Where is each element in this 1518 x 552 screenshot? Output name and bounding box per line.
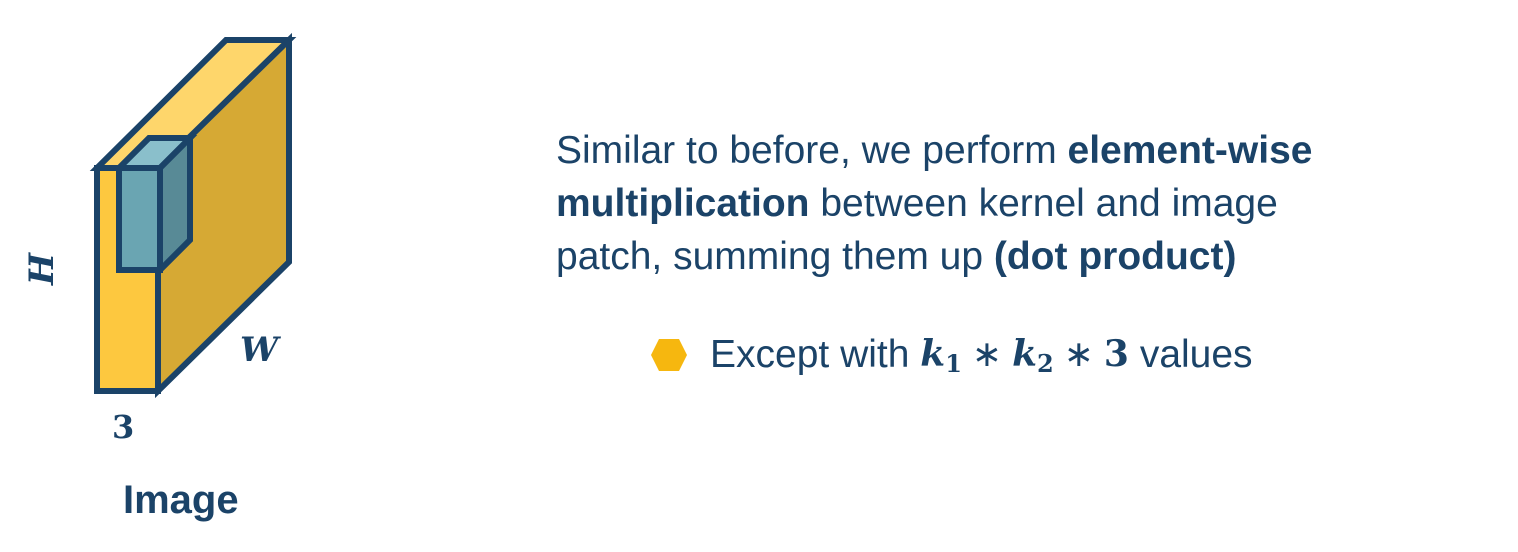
k2-subscript: 2 [1037, 348, 1054, 378]
line2-rest: between kernel and image [809, 182, 1278, 225]
line2-bold: multiplication [556, 182, 810, 225]
image-volume-diagram [89, 32, 297, 399]
bullet-item: Except with k1 ∗ k2 ∗ 3 values [650, 330, 1253, 380]
three-symbol: 3 [1103, 332, 1129, 375]
depth-label: 3 [112, 408, 135, 446]
line1-prefix: Similar to before, we perform [556, 129, 1068, 172]
times-symbol-1: ∗ [971, 333, 1003, 375]
explanation-paragraph: Similar to before, we perform element-wi… [556, 124, 1496, 283]
k2-symbol: k [1012, 332, 1038, 375]
bullet-formula: k1 ∗ k2 ∗ 3 [920, 333, 1129, 378]
times-symbol-2: ∗ [1063, 333, 1094, 375]
image-caption: Image [123, 478, 239, 522]
k1-subscript: 1 [945, 348, 962, 378]
bullet-suffix: values [1128, 333, 1253, 376]
height-label: H [22, 252, 62, 286]
kernel-front-face [116, 165, 163, 273]
hexagon-bullet-icon [651, 339, 687, 371]
line3-prefix: patch, summing them up [556, 235, 994, 278]
bullet-prefix: Except with [710, 333, 921, 376]
width-label: W [240, 330, 279, 370]
line1-bold: element-wise [1067, 129, 1313, 172]
line3-bold: (dot product) [993, 235, 1237, 278]
k1-symbol: k [920, 332, 946, 375]
